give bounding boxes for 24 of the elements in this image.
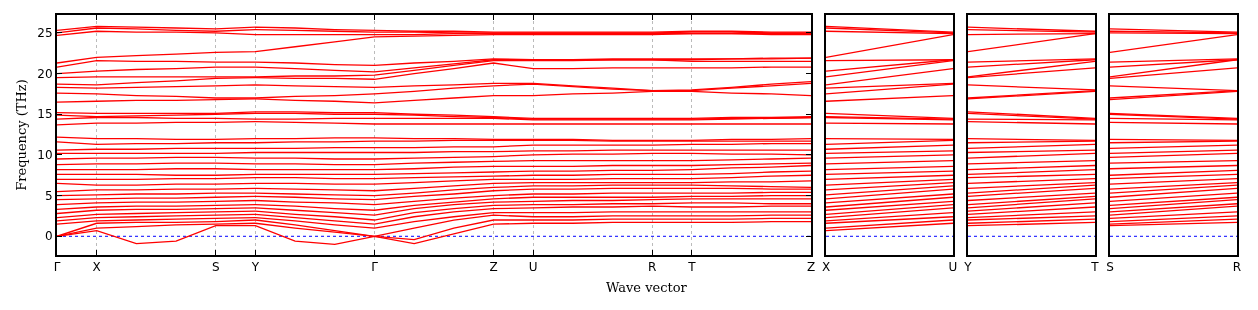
y-tick-label: 5	[44, 188, 53, 203]
y-tick-label: 25	[37, 26, 53, 41]
y-tick-label: 10	[37, 148, 53, 163]
y-tick-label: 20	[37, 66, 53, 81]
x-tick-label: S	[1106, 260, 1114, 275]
x-tick-label: Γ	[53, 260, 61, 275]
x-tick-label: R	[1232, 260, 1242, 275]
x-tick-label: X	[92, 260, 101, 275]
x-tick-label: T	[1090, 260, 1100, 275]
x-tick-label: Y	[963, 260, 973, 275]
x-tick-label: S	[211, 260, 220, 275]
x-tick-label: T	[687, 260, 697, 275]
y-tick-label: 15	[37, 107, 53, 122]
x-tick-label: X	[821, 260, 831, 275]
x-axis-title: Wave vector	[606, 280, 688, 295]
x-tick-label: U	[528, 260, 538, 275]
y-axis-title: Frequency (THz)	[13, 79, 29, 191]
x-tick-label: Y	[250, 260, 260, 275]
x-tick-label: R	[648, 260, 657, 275]
y-tick-label: 0	[44, 229, 53, 244]
x-tick-label: Z	[489, 260, 498, 275]
x-tick-label: Z	[806, 260, 816, 275]
x-tick-label: U	[948, 260, 958, 275]
x-tick-label: Γ	[371, 260, 379, 275]
